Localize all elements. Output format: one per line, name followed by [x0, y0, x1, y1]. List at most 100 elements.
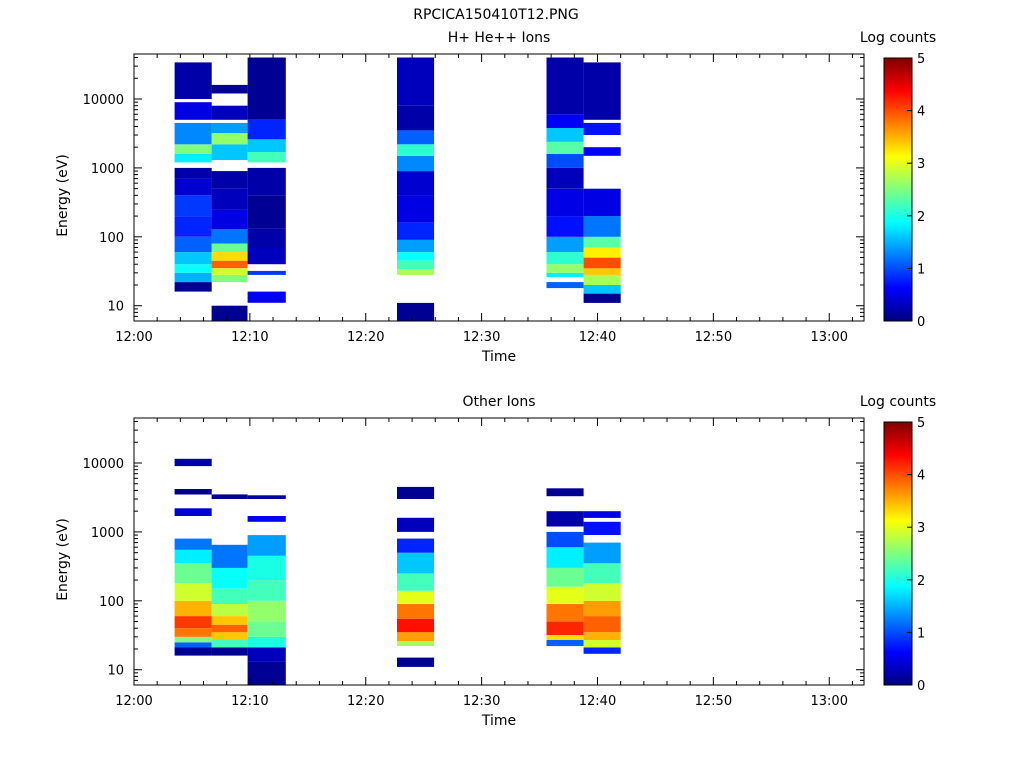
colorbar-tick-label: 4 [917, 105, 925, 120]
colorbar-label: Log counts [860, 30, 936, 46]
heatmap-cell [583, 632, 621, 640]
heatmap-cell [583, 147, 621, 156]
heatmap-cell [397, 57, 435, 106]
heatmap-cell [211, 616, 248, 625]
heatmap-cell [174, 102, 212, 120]
x-axis-label: Time [481, 349, 516, 365]
heatmap-cell [546, 634, 584, 640]
heatmap-cell [397, 604, 435, 619]
x-tick-label: 12:40 [579, 694, 616, 709]
heatmap-cell [546, 167, 584, 189]
heatmap-cell [546, 252, 584, 265]
colorbar-tick-label: 2 [917, 574, 925, 589]
heatmap-cell [397, 252, 435, 261]
heatmap-cell [583, 236, 621, 248]
x-tick-label: 12:40 [579, 330, 616, 345]
heatmap-cell [247, 229, 286, 248]
heatmap-cell [546, 114, 584, 128]
colorbar-tick-label: 5 [917, 52, 925, 67]
heatmap-cell [174, 538, 212, 550]
heatmap-cell [174, 167, 212, 179]
colorbar [883, 57, 913, 322]
panel-title: H+ He++ Ions [448, 30, 551, 46]
heatmap-cell [211, 252, 248, 261]
colorbar-tick-label: 2 [917, 210, 925, 225]
y-tick-label: 10 [107, 664, 124, 679]
heatmap-cell [397, 552, 435, 574]
heatmap-cell [174, 600, 212, 617]
heatmap-cell [211, 544, 248, 568]
heatmap-cell [583, 274, 621, 285]
heatmap-cell [397, 573, 435, 591]
heatmap-cell [247, 152, 286, 163]
heatmap-cell [397, 590, 435, 604]
y-tick-label: 10000 [83, 93, 124, 108]
heatmap-cell [397, 618, 435, 633]
panel-other-ions: Other Ions 12:00 12:10 12:20 12:30 12:40 12:50… [55, 394, 936, 729]
heatmap-cell [174, 264, 212, 273]
heatmap-cell [546, 141, 584, 154]
heatmap-cell [211, 305, 248, 321]
heatmap-cell [583, 285, 621, 294]
heatmap-cell [174, 549, 212, 564]
heatmap-cell [174, 62, 212, 99]
x-tick-label: 12:20 [347, 694, 384, 709]
heatmap-cell [174, 628, 212, 637]
heatmap-cell [174, 508, 212, 516]
heatmap-cell [397, 155, 435, 172]
heatmap-cell [583, 521, 621, 535]
x-axis-label: Time [481, 713, 516, 729]
x-tick-label: 12:50 [695, 694, 732, 709]
heatmap-cell [174, 272, 212, 283]
heatmap-cell [247, 119, 286, 140]
y-tick-label: 100 [99, 595, 124, 610]
heatmap-cell [583, 216, 621, 237]
heatmap-cell [174, 122, 212, 145]
heatmap-cell [397, 538, 435, 553]
heatmap-cell [546, 188, 584, 217]
heatmap-cell [583, 583, 621, 601]
heatmap-cell [174, 489, 212, 495]
heatmap-cell [211, 133, 248, 145]
x-tick-label: 12:30 [463, 694, 500, 709]
colorbar-tick-label: 0 [917, 315, 925, 330]
colorbar-tick-label: 1 [917, 626, 925, 641]
heatmap-cell [546, 216, 584, 237]
heatmap-cell [247, 636, 286, 648]
plot-frame [133, 53, 865, 322]
heatmap-cell [211, 274, 248, 283]
heatmap-cell [211, 604, 248, 617]
heatmap-cell [211, 171, 248, 189]
heatmap-cell [211, 84, 248, 94]
x-tick-label: 12:50 [695, 330, 732, 345]
heatmap-cell [397, 657, 435, 667]
x-tick-label: 12:00 [115, 694, 152, 709]
heatmap-cell [211, 647, 248, 656]
y-tick-label: 10 [107, 300, 124, 315]
heatmap-cell [211, 243, 248, 253]
heatmap-cell [211, 229, 248, 244]
heatmap-cell [174, 616, 212, 629]
heatmap-cell [247, 195, 286, 229]
heatmap-cell [211, 122, 248, 134]
heatmap-cell [397, 260, 435, 270]
heatmap-cell [211, 144, 248, 160]
y-tick-label: 1000 [91, 162, 124, 177]
heatmap-cell [583, 542, 621, 564]
heatmap-cell [174, 216, 212, 237]
heatmap-cell [546, 57, 584, 115]
heatmap-cell [397, 632, 435, 642]
heatmap-cell [546, 272, 584, 278]
heatmap-cell [397, 171, 435, 196]
heatmap-cell [397, 269, 435, 275]
colorbar-tick-label: 3 [917, 521, 925, 536]
heatmap-cell [174, 236, 212, 253]
heatmap-cell [546, 531, 584, 548]
x-tick-label: 13:00 [811, 694, 848, 709]
plot-frame [133, 417, 865, 686]
heatmap-cell [174, 144, 212, 154]
heatmap-cell [174, 195, 212, 216]
heatmap-cell [546, 621, 584, 635]
colorbar-tick-label: 1 [917, 262, 925, 277]
